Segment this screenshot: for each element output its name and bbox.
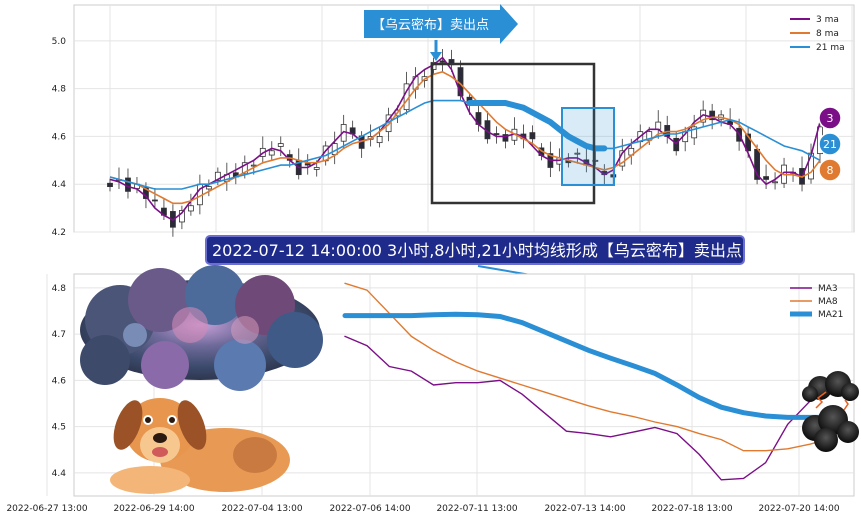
candle-body — [152, 199, 158, 202]
storm-cloud-illustration — [80, 265, 323, 391]
candle-body — [502, 134, 509, 142]
signal-banner: 2022-07-12 14:00:00 3小时,8小时,21小时均线形成【乌云密… — [205, 235, 745, 286]
candle-body — [574, 152, 581, 155]
top-y-tick-label: 4.6 — [52, 132, 67, 142]
candle-body — [529, 132, 536, 140]
ma21-badge: 21 — [818, 132, 842, 156]
ma3-badge: 3 — [818, 106, 842, 130]
candle-body — [304, 163, 311, 166]
candle-body — [205, 186, 212, 190]
x-tick-label: 2022-06-29 14:00 — [113, 504, 194, 514]
bottom-y-tick-label: 4.7 — [52, 330, 66, 340]
candle-body — [763, 176, 769, 180]
candle-body — [655, 121, 662, 130]
legend-label-MA3: MA3 — [818, 284, 838, 294]
sell-point-arrow-label: 【乌云密布】卖出点 — [372, 17, 489, 33]
legend-label-MA21: MA21 — [818, 310, 843, 320]
x-tick-label: 2022-06-27 13:00 — [6, 504, 87, 514]
candle-body — [277, 143, 284, 147]
top-y-tick-label: 4.2 — [52, 228, 66, 238]
candle-body — [107, 182, 113, 187]
bottom-y-axis: 4.4 4.5 4.6 4.7 4.8 — [52, 284, 67, 479]
candle-body — [241, 162, 248, 175]
candle-body — [493, 133, 500, 135]
down-arrow-icon — [430, 40, 442, 61]
dark-cloud-lightning-icon — [802, 391, 859, 452]
top-line-21-ma — [109, 99, 821, 190]
ma8-badge-label: 8 — [827, 164, 834, 177]
top-y-tick-label: 4.4 — [52, 180, 67, 190]
bottom-line-MA21 — [342, 311, 835, 420]
bottom-y-tick-label: 4.5 — [52, 423, 66, 433]
candle-body — [313, 167, 320, 170]
candle-body — [691, 126, 698, 139]
top-y-axis: 4.2 4.4 4.6 4.8 5.0 — [52, 37, 67, 238]
top-line-3-ma — [109, 56, 821, 222]
x-tick-label: 2022-07-13 14:00 — [544, 504, 625, 514]
candle-body — [709, 110, 716, 121]
candle-body — [214, 171, 221, 181]
signal-banner-text: 2022-07-12 14:00:00 3小时,8小时,21小时均线形成【乌云密… — [212, 241, 742, 260]
legend-label-21-ma: 21 ma — [816, 43, 845, 53]
legend-label-3-ma: 3 ma — [816, 15, 839, 25]
x-tick-label: 2022-07-18 13:00 — [651, 504, 732, 514]
x-tick-label: 2022-07-20 14:00 — [758, 504, 839, 514]
x-axis: 2022-06-27 13:00 2022-06-29 14:00 2022-07-… — [6, 504, 839, 514]
candle-body — [772, 181, 778, 184]
dog-illustration — [110, 398, 290, 494]
bottom-line-MA3 — [344, 335, 833, 481]
x-tick-label: 2022-07-04 13:00 — [221, 504, 302, 514]
bottom-y-tick-label: 4.6 — [52, 376, 67, 386]
ma3-badge-label: 3 — [827, 112, 834, 125]
bottom-line-MA8 — [344, 282, 833, 452]
ma8-badge: 8 — [818, 158, 842, 182]
ma21-badge-label: 21 — [823, 138, 837, 151]
signal-box — [561, 107, 615, 186]
sell-point-arrow: 【乌云密布】卖出点 — [364, 4, 518, 44]
pattern-box — [430, 62, 596, 205]
top-line-8-ma — [109, 71, 821, 205]
candle-body — [187, 205, 194, 212]
x-tick-label: 2022-07-06 14:00 — [329, 504, 410, 514]
top-legend: 3 ma 8 ma 21 ma — [790, 15, 845, 53]
candle-body — [178, 210, 185, 223]
legend-label-MA8: MA8 — [818, 297, 838, 307]
legend-label-8-ma: 8 ma — [816, 29, 839, 39]
ma21-highlight-line — [466, 100, 608, 152]
x-tick-label: 2022-07-11 13:00 — [436, 504, 517, 514]
bottom-ma-lines — [342, 282, 835, 481]
candle-body — [268, 150, 275, 156]
bottom-y-tick-label: 4.8 — [52, 284, 67, 294]
bottom-y-tick-label: 4.4 — [52, 469, 67, 479]
candle-body — [125, 177, 131, 192]
dark-cloud-small-icon — [802, 371, 859, 402]
candle-body — [376, 136, 383, 144]
bottom-legend: MA3 MA8 MA21 — [790, 284, 843, 320]
candle-body — [745, 133, 752, 152]
top-ma-lines — [109, 56, 821, 222]
top-y-tick-label: 4.8 — [52, 85, 67, 95]
top-y-tick-label: 5.0 — [52, 37, 67, 47]
